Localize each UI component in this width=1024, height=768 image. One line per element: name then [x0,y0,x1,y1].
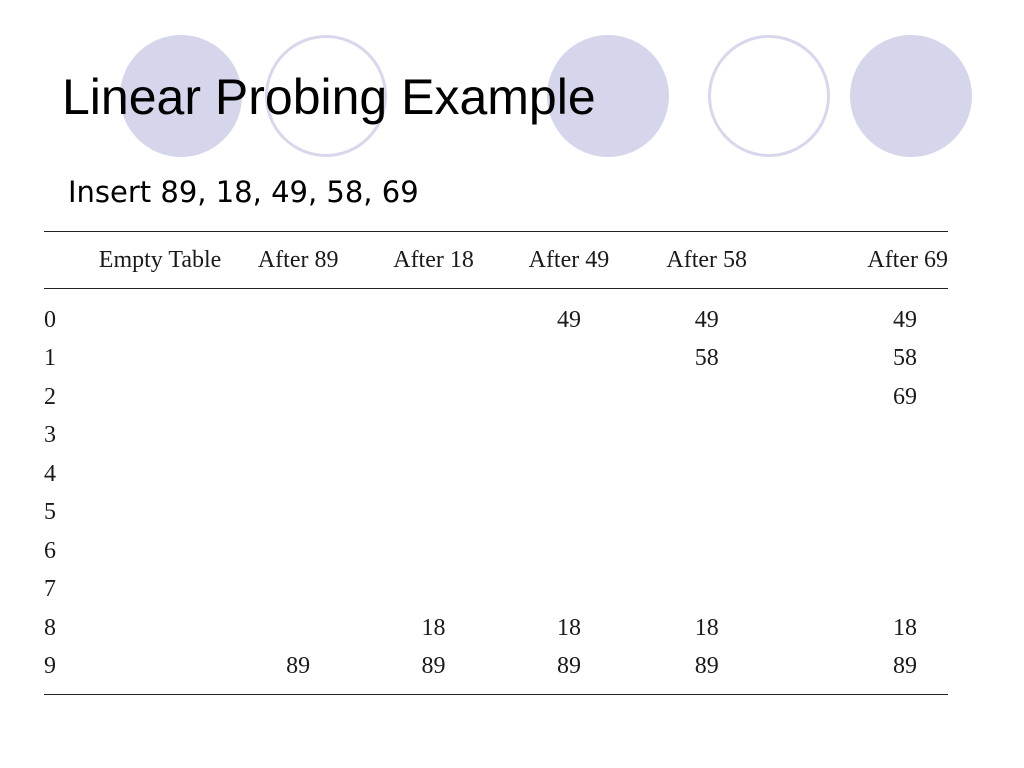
table-cell [368,417,499,456]
table-cell [92,417,228,456]
table-row: 8 18 18 18 18 [44,609,948,648]
table-cell [774,417,948,456]
column-header-after-18: After 18 [393,246,474,273]
column-header-empty-table: Empty Table [98,246,222,273]
table-cell: 89 [286,653,311,680]
table-cell: 89 [421,653,446,680]
table-row: 4 [44,455,948,494]
table-cell [368,289,499,340]
table-cell [368,494,499,533]
row-index: 7 [44,576,56,603]
row-index: 8 [44,614,56,641]
table-cell [639,571,774,610]
table-cell [92,378,228,417]
table-cell [228,494,368,533]
table-cell [639,532,774,571]
table-cell [92,289,228,340]
column-header-after-89: After 89 [257,246,339,273]
decorative-circle-filled [547,35,669,157]
table-row: 2 69 [44,378,948,417]
table-row: 3 [44,417,948,456]
table-cell [368,532,499,571]
decorative-circle-filled [120,35,242,157]
table-cell [499,571,639,610]
table-cell [92,494,228,533]
table-cell: 89 [893,653,917,680]
table-cell [499,455,639,494]
row-index: 9 [44,653,56,680]
table-row: 0 49 49 49 [44,289,948,340]
decorative-circle-filled [850,35,972,157]
table-cell [499,340,639,379]
table-row: 5 [44,494,948,533]
table-cell: 18 [421,614,446,641]
table-cell [228,455,368,494]
slide-title: Linear Probing Example [62,69,596,125]
table-cell [499,417,639,456]
table-row: 6 [44,532,948,571]
table-cell [92,340,228,379]
table-cell: 58 [893,345,917,372]
table-cell [92,571,228,610]
row-index: 2 [44,383,56,410]
table-cell [228,571,368,610]
decorative-circle-outline [708,35,830,157]
row-index: 4 [44,460,56,487]
table-cell [92,609,228,648]
column-header-after-49: After 49 [528,246,610,273]
row-index: 5 [44,499,56,526]
table-cell: 18 [694,614,719,641]
table-cell [499,378,639,417]
row-index: 0 [44,306,56,333]
table-cell [774,494,948,533]
row-index: 6 [44,537,56,564]
table-cell [92,648,228,695]
table-cell [92,455,228,494]
table-cell: 49 [893,306,917,333]
table-cell [228,609,368,648]
row-index: 3 [44,422,56,449]
table-row: 1 58 58 [44,340,948,379]
table-cell: 18 [893,614,917,641]
table-cell [639,417,774,456]
table-cell [639,494,774,533]
row-index: 1 [44,345,56,372]
table-cell [774,571,948,610]
hash-table: Empty Table After 89 After 18 After 49 A… [44,231,948,695]
table-cell [368,378,499,417]
table-cell: 89 [556,653,581,680]
table-cell [499,532,639,571]
table-cell [92,532,228,571]
table-cell [639,378,774,417]
table-cell [228,289,368,340]
column-header-index [44,232,92,289]
decorative-circle-outline [265,35,387,157]
slide-subtitle: Insert 89, 18, 49, 58, 69 [68,175,419,209]
table-header-row: Empty Table After 89 After 18 After 49 A… [44,231,948,289]
table-cell: 58 [694,345,719,372]
table-cell: 69 [893,383,917,410]
table-cell: 89 [694,653,719,680]
table-row: 7 [44,571,948,610]
table-cell [774,532,948,571]
table-cell: 49 [556,306,581,333]
column-header-after-58: After 58 [666,246,748,273]
table-cell [368,571,499,610]
table-cell: 49 [694,306,719,333]
table-row: 9 89 89 89 89 89 [44,648,948,695]
table-cell [228,532,368,571]
table-cell [368,455,499,494]
table-cell [499,494,639,533]
column-header-after-69: After 69 [867,246,948,273]
table-cell [228,417,368,456]
table-cell [774,455,948,494]
table-cell [639,455,774,494]
table-cell [228,378,368,417]
table-cell [368,340,499,379]
table-cell: 18 [556,614,581,641]
table-cell [228,340,368,379]
